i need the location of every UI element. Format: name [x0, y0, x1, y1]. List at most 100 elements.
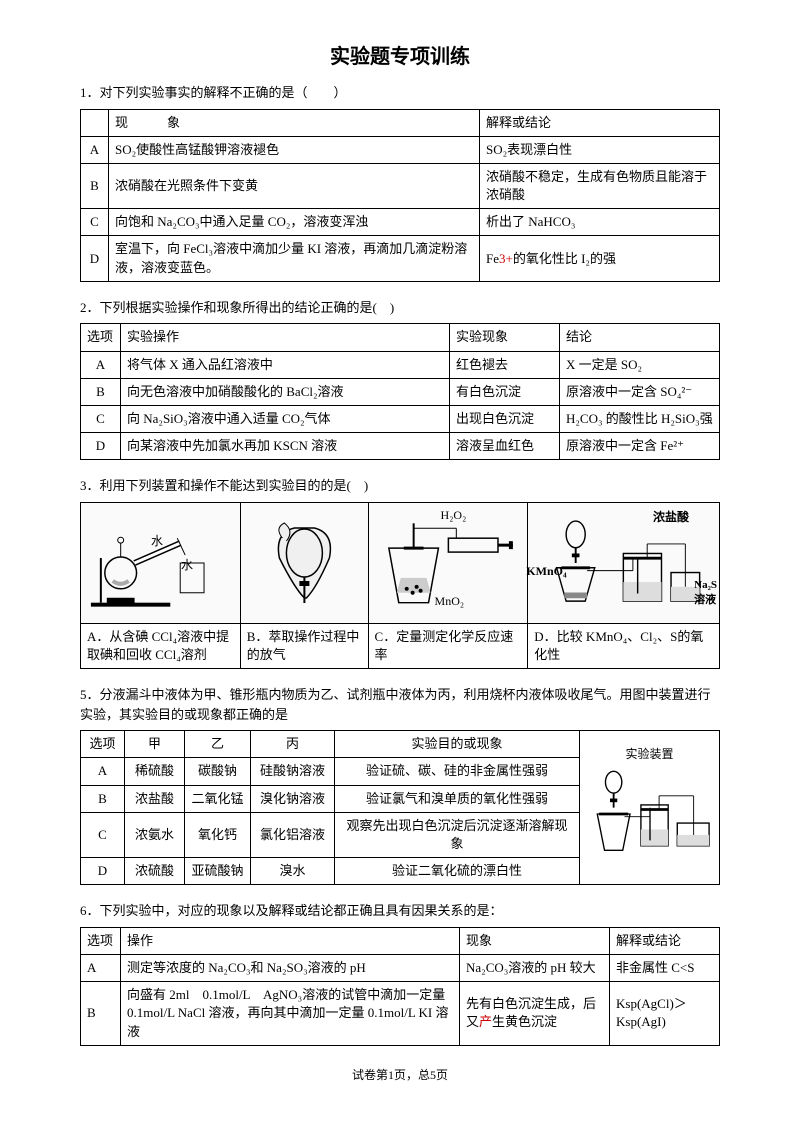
- q6-rB-id: B: [81, 982, 121, 1046]
- q2-h3: 结论: [560, 324, 720, 351]
- q5-h5: 实验装置: [582, 746, 717, 763]
- q5-h0: 选项: [81, 731, 125, 758]
- page-footer: 试卷第1页，总5页: [80, 1066, 720, 1083]
- q5-rD-c: 溴水: [251, 858, 335, 885]
- q2-rB-id: B: [81, 378, 121, 405]
- q2-rC-concl: H₂CO₃ 的酸性比 H₂SiO₃强: [560, 405, 720, 432]
- q2-rD-phen: 溶液呈血红色: [450, 433, 560, 460]
- diagram-distillation: 水 水: [81, 503, 240, 623]
- q1-rB-id: B: [81, 163, 109, 208]
- q5-table: 选项 甲 乙 丙 实验目的或现象 实验装置: [80, 730, 720, 885]
- q1-rB-expl: 浓硝酸不稳定，生成有色物质且能溶于浓硝酸: [480, 163, 720, 208]
- q2-prompt: 2．下列根据实验操作和现象所得出的结论正确的是( ): [80, 298, 720, 318]
- q5-rB-p: 验证氯气和溴单质的氧化性强弱: [335, 785, 580, 812]
- table-row: D 室温下，向 FeCl₃溶液中滴加少量 KI 溶液，再滴加几滴淀粉溶液，溶液变…: [81, 236, 720, 281]
- q1-table: 现 象 解释或结论 A SO₂使酸性高锰酸钾溶液褪色 SO₂表现漂白性 B 浓硝…: [80, 109, 720, 282]
- table-row: B 向盛有 2ml 0.1mol/L AgNO₃溶液的试管中滴加一定量 0.1m…: [81, 982, 720, 1046]
- q6-rA-op: 测定等浓度的 Na₂CO₃和 Na₂SO₃溶液的 pH: [121, 954, 460, 981]
- q6-h3: 解释或结论: [610, 927, 720, 954]
- q5-rC-id: C: [81, 812, 125, 857]
- q2-rB-phen: 有白色沉淀: [450, 378, 560, 405]
- q6-rB-concl: Ksp(AgCl)＞Ksp(AgI): [610, 982, 720, 1046]
- q5-rA-b: 碳酸钠: [185, 758, 251, 785]
- q2-rD-op: 向某溶液中先加氯水再加 KSCN 溶液: [121, 433, 450, 460]
- q1-rD-expl: Fe3+的氧化性比 I₂的强: [480, 236, 720, 281]
- q1-rD-phen: 室温下，向 FeCl₃溶液中滴加少量 KI 溶液，再滴加几滴淀粉溶液，溶液变蓝色…: [109, 236, 480, 281]
- q5-apparatus: 实验装置: [580, 731, 720, 885]
- q2-h0: 选项: [81, 324, 121, 351]
- q2-rD-concl: 原溶液中一定含 Fe²⁺: [560, 433, 720, 460]
- q1-rB-phen: 浓硝酸在光照条件下变黄: [109, 163, 480, 208]
- q3-cap-b: B．萃取操作过程中的放气: [240, 623, 368, 668]
- q5-rC-a: 浓氨水: [125, 812, 185, 857]
- q3-cap-c: C．定量测定化学反应速率: [368, 623, 528, 668]
- q1-rA-id: A: [81, 136, 109, 163]
- q3-prompt: 3．利用下列装置和操作不能达到实验目的的是( ): [80, 476, 720, 496]
- label-water: 水: [181, 557, 193, 574]
- q6-rA-concl: 非金属性 C<S: [610, 954, 720, 981]
- q5-rC-p: 观察先出现白色沉淀后沉淀逐渐溶解现象: [335, 812, 580, 857]
- q5-prompt: 5．分液漏斗中液体为甲、锥形瓶内物质为乙、试剂瓶中液体为丙，利用烧杯内液体吸收尾…: [80, 685, 720, 724]
- q2-rA-concl: X 一定是 SO₂: [560, 351, 720, 378]
- q1-rC-expl: 析出了 NaHCO₃: [480, 209, 720, 236]
- q5-rB-id: B: [81, 785, 125, 812]
- q1-rC-id: C: [81, 209, 109, 236]
- q6-h1: 操作: [121, 927, 460, 954]
- q1-h1: 现 象: [109, 109, 480, 136]
- q3-table: 水 水: [80, 502, 720, 669]
- q2-rD-id: D: [81, 433, 121, 460]
- table-row: D 向某溶液中先加氯水再加 KSCN 溶液 溶液呈血红色 原溶液中一定含 Fe²…: [81, 433, 720, 460]
- q2-rC-id: C: [81, 405, 121, 432]
- q6-rA-phen: Na₂CO₃溶液的 pH 较大: [460, 954, 610, 981]
- q5-rC-b: 氧化钙: [185, 812, 251, 857]
- q5-rD-b: 亚硫酸钠: [185, 858, 251, 885]
- label-na2s: Na₂S 溶液: [694, 578, 717, 609]
- q5-rD-p: 验证二氧化硫的漂白性: [335, 858, 580, 885]
- q2-rB-op: 向无色溶液中加硝酸酸化的 BaCl₂溶液: [121, 378, 450, 405]
- table-row: A 测定等浓度的 Na₂CO₃和 Na₂SO₃溶液的 pH Na₂CO₃溶液的 …: [81, 954, 720, 981]
- q2-h1: 实验操作: [121, 324, 450, 351]
- q5-rD-id: D: [81, 858, 125, 885]
- q5-rB-b: 二氧化锰: [185, 785, 251, 812]
- label-water: 水: [151, 533, 163, 550]
- q2-rC-op: 向 Na₂SiO₃溶液中通入适量 CO₂气体: [121, 405, 450, 432]
- table-row: A SO₂使酸性高锰酸钾溶液褪色 SO₂表现漂白性: [81, 136, 720, 163]
- table-row: C 向 Na₂SiO₃溶液中通入适量 CO₂气体 出现白色沉淀 H₂CO₃ 的酸…: [81, 405, 720, 432]
- q6-h2: 现象: [460, 927, 610, 954]
- q2-h2: 实验现象: [450, 324, 560, 351]
- q1-prompt: 1．对下列实验事实的解释不正确的是（ ）: [80, 83, 720, 103]
- q1-h2: 解释或结论: [480, 109, 720, 136]
- table-row: B 浓硝酸在光照条件下变黄 浓硝酸不稳定，生成有色物质且能溶于浓硝酸: [81, 163, 720, 208]
- table-row: C 向饱和 Na₂CO₃中通入足量 CO₂，溶液变浑浊 析出了 NaHCO₃: [81, 209, 720, 236]
- q1-rC-phen: 向饱和 Na₂CO₃中通入足量 CO₂，溶液变浑浊: [109, 209, 480, 236]
- label-h2o2: H₂O₂: [441, 507, 467, 524]
- q2-rA-id: A: [81, 351, 121, 378]
- label-kmno4: KMnO₄: [526, 563, 566, 580]
- q5-rC-c: 氯化铝溶液: [251, 812, 335, 857]
- q2-table: 选项 实验操作 实验现象 结论 A 将气体 X 通入品红溶液中 红色褪去 X 一…: [80, 323, 720, 460]
- q6-table: 选项 操作 现象 解释或结论 A 测定等浓度的 Na₂CO₃和 Na₂SO₃溶液…: [80, 927, 720, 1046]
- diagram-extraction: [241, 503, 368, 623]
- q5-rD-a: 浓硫酸: [125, 858, 185, 885]
- q1-h0: [81, 109, 109, 136]
- q5-h2: 乙: [185, 731, 251, 758]
- q5-h4: 实验目的或现象: [335, 731, 580, 758]
- q5-rA-c: 硅酸钠溶液: [251, 758, 335, 785]
- q5-rA-a: 稀硫酸: [125, 758, 185, 785]
- q6-rA-id: A: [81, 954, 121, 981]
- table-row: A 将气体 X 通入品红溶液中 红色褪去 X 一定是 SO₂: [81, 351, 720, 378]
- q2-rB-concl: 原溶液中一定含 SO₄²⁻: [560, 378, 720, 405]
- table-row: B 向无色溶液中加硝酸酸化的 BaCl₂溶液 有白色沉淀 原溶液中一定含 SO₄…: [81, 378, 720, 405]
- page-title: 实验题专项训练: [80, 40, 720, 69]
- q6-prompt: 6．下列实验中，对应的现象以及解释或结论都正确且具有因果关系的是：: [80, 901, 720, 921]
- q2-rA-op: 将气体 X 通入品红溶液中: [121, 351, 450, 378]
- q5-rB-a: 浓盐酸: [125, 785, 185, 812]
- q6-rB-phen: 先有白色沉淀生成，后又产生黄色沉淀: [460, 982, 610, 1046]
- q2-rC-phen: 出现白色沉淀: [450, 405, 560, 432]
- q6-rB-op: 向盛有 2ml 0.1mol/L AgNO₃溶液的试管中滴加一定量 0.1mol…: [121, 982, 460, 1046]
- q5-h3: 丙: [251, 731, 335, 758]
- q1-rD-id: D: [81, 236, 109, 281]
- q1-rA-phen: SO₂使酸性高锰酸钾溶液褪色: [109, 136, 480, 163]
- q3-cap-d: D．比较 KMnO₄、Cl₂、S的氧化性: [528, 623, 720, 668]
- label-hcl: 浓盐酸: [653, 509, 689, 526]
